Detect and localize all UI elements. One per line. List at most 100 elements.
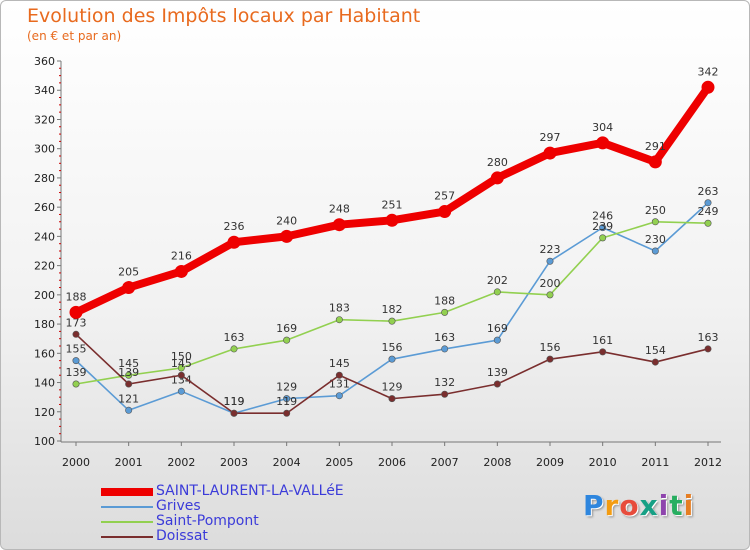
logo-letter: t — [669, 489, 684, 522]
data-point — [283, 395, 291, 403]
data-label: 145 — [171, 357, 192, 370]
x-tick-label: 2001 — [115, 456, 143, 469]
y-tick-label: 240 — [34, 230, 55, 243]
data-point — [69, 305, 83, 319]
proxiti-logo: Proxiti — [583, 489, 694, 522]
y-tick-label: 340 — [34, 84, 55, 97]
data-label: 216 — [171, 249, 192, 262]
x-tick-label: 2008 — [483, 456, 511, 469]
y-tick-label: 120 — [34, 406, 55, 419]
logo-letter: P — [583, 489, 605, 522]
data-point — [546, 257, 554, 265]
data-label: 139 — [487, 366, 508, 379]
x-tick-label: 2002 — [167, 456, 195, 469]
y-tick-label: 300 — [34, 143, 55, 156]
data-point — [174, 264, 188, 278]
data-point — [177, 364, 185, 372]
data-label: 250 — [645, 204, 666, 217]
data-point — [651, 247, 659, 255]
data-point — [227, 235, 241, 249]
y-tick-label: 180 — [34, 318, 55, 331]
data-point — [493, 336, 501, 344]
data-point — [125, 406, 133, 414]
data-label: 240 — [276, 214, 297, 227]
data-point — [177, 371, 185, 379]
data-label: 202 — [487, 274, 508, 287]
x-tick-label: 2012 — [694, 456, 722, 469]
data-label: 200 — [540, 277, 561, 290]
data-label: 169 — [276, 322, 297, 335]
data-point — [704, 345, 712, 353]
data-point — [72, 380, 80, 388]
data-point — [651, 218, 659, 226]
x-tick-label: 2009 — [536, 456, 564, 469]
data-point — [543, 146, 557, 160]
data-label: 223 — [540, 243, 561, 256]
y-tick-label: 320 — [34, 113, 55, 126]
legend-label: Saint-Pompont — [156, 513, 259, 529]
data-label: 188 — [434, 294, 455, 307]
data-point — [335, 316, 343, 324]
data-label: 156 — [540, 341, 561, 354]
data-point — [648, 155, 662, 169]
logo-letter: i — [658, 489, 670, 522]
logo-letter: x — [639, 489, 659, 522]
data-point — [388, 395, 396, 403]
y-tick-label: 100 — [34, 435, 55, 448]
data-label: 239 — [592, 220, 613, 233]
data-point — [125, 371, 133, 379]
data-label: 280 — [487, 156, 508, 169]
data-point — [490, 171, 504, 185]
data-label: 132 — [434, 376, 455, 389]
legend-swatch — [101, 521, 153, 523]
data-label: 131 — [329, 378, 350, 391]
data-point — [546, 291, 554, 299]
x-tick-label: 2004 — [273, 456, 301, 469]
data-point — [125, 380, 133, 388]
data-label: 263 — [698, 185, 719, 198]
data-label: 145 — [329, 357, 350, 370]
data-label: 129 — [276, 381, 297, 394]
data-label: 304 — [592, 121, 613, 134]
data-point — [599, 224, 607, 232]
data-point — [332, 218, 346, 232]
legend-label: SAINT-LAURENT-LA-VALLéE — [156, 483, 344, 499]
x-tick-label: 2005 — [325, 456, 353, 469]
data-label: 230 — [645, 233, 666, 246]
data-point — [280, 229, 294, 243]
data-point — [177, 387, 185, 395]
data-point — [493, 288, 501, 296]
y-tick-label: 220 — [34, 260, 55, 273]
data-label: 236 — [224, 220, 245, 233]
data-label: 182 — [382, 303, 403, 316]
logo-letter: o — [619, 489, 640, 522]
data-point — [283, 409, 291, 417]
data-label: 139 — [118, 366, 139, 379]
legend-swatch — [101, 488, 153, 496]
legend-swatch — [101, 506, 153, 508]
legend-label: Grives — [156, 498, 201, 514]
data-point — [122, 281, 136, 295]
data-point — [441, 308, 449, 316]
x-tick-label: 2000 — [62, 456, 90, 469]
data-label: 119 — [224, 395, 245, 408]
data-point — [599, 348, 607, 356]
y-tick-label: 160 — [34, 347, 55, 360]
y-tick-label: 260 — [34, 201, 55, 214]
data-point — [441, 390, 449, 398]
data-point — [704, 199, 712, 207]
data-label: 297 — [540, 131, 561, 144]
data-point — [493, 380, 501, 388]
x-tick-label: 2007 — [431, 456, 459, 469]
data-point — [72, 330, 80, 338]
data-label: 291 — [645, 140, 666, 153]
data-label: 188 — [66, 290, 87, 303]
logo-letter: i — [683, 489, 695, 522]
data-label: 342 — [698, 65, 719, 78]
data-point — [599, 234, 607, 242]
data-label: 249 — [698, 205, 719, 218]
data-point — [701, 80, 715, 94]
data-label: 119 — [276, 395, 297, 408]
y-tick-label: 280 — [34, 172, 55, 185]
data-label: 173 — [66, 316, 87, 329]
